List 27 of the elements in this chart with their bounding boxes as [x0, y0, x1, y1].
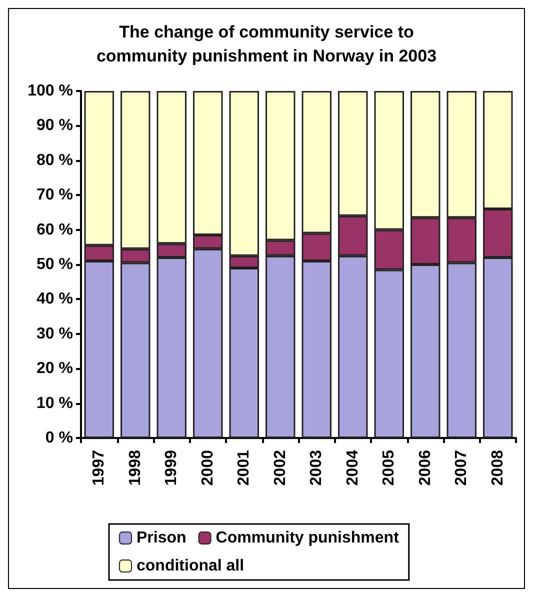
y-tick-label: 20 %	[36, 360, 73, 378]
y-tick-label: 100 %	[28, 82, 73, 100]
y-tick-label: 10 %	[36, 394, 73, 412]
y-tick-label: 70 %	[36, 186, 73, 204]
legend-label: Prison	[136, 530, 186, 546]
y-tick-label: 60 %	[36, 221, 73, 238]
y-tick-label: 40 %	[36, 290, 73, 308]
x-tick-label: 2005	[380, 450, 398, 486]
x-tick-label: 2008	[489, 450, 506, 486]
x-tick-label: 2000	[199, 450, 216, 486]
x-tick-label: 2002	[272, 450, 289, 486]
y-tick-label: 0 %	[45, 430, 73, 446]
x-tick-label: 1999	[163, 450, 180, 486]
y-tick-label: 90 %	[36, 117, 73, 134]
x-tick-label: 1997	[90, 450, 108, 486]
y-tick-label: 80 %	[36, 152, 73, 169]
x-tick-label: 2003	[308, 450, 326, 486]
x-tick-label: 2001	[236, 450, 253, 486]
x-tick-label: 2004	[344, 450, 362, 486]
y-tick-label: 30 %	[36, 325, 73, 342]
x-tick-label: 2007	[453, 450, 470, 486]
y-tick-label: 50 %	[36, 256, 73, 273]
legend-label: Community punishment	[216, 530, 400, 546]
legend-label: conditional all	[136, 558, 244, 574]
chart-title: The change of community service to community punishment in Norway in 2003	[96, 22, 437, 66]
x-tick-label: 1998	[126, 450, 144, 486]
x-tick-label: 2006	[416, 450, 434, 486]
